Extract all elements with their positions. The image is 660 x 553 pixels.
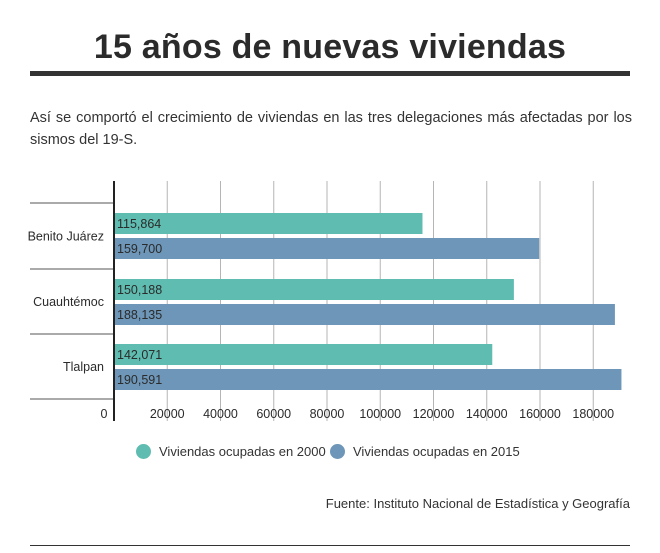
- bar-value-label-2015-0: 159,700: [117, 242, 162, 256]
- legend-swatch-2000: [136, 444, 151, 459]
- chart-subtitle: Así se comportó el crecimiento de vivien…: [30, 110, 632, 148]
- legend-item-2015: Viviendas ocupadas en 2015: [330, 444, 520, 459]
- x-tick-label-80000: 80000: [310, 407, 345, 421]
- bar-value-label-2000-1: 150,188: [117, 283, 162, 297]
- x-tick-label-0: 0: [101, 407, 108, 421]
- x-tick-label-60000: 60000: [256, 407, 291, 421]
- legend-item-2000: Viviendas ocupadas en 2000: [136, 444, 326, 459]
- bar-2000-1: [114, 279, 514, 300]
- category-label-1: Cuauhtémoc: [33, 295, 104, 309]
- bar-value-label-2000-2: 142,071: [117, 348, 162, 362]
- bar-value-label-2000-0: 115,864: [117, 217, 161, 231]
- x-tick-label-160000: 160000: [519, 407, 561, 421]
- legend-label-2015: Viviendas ocupadas en 2015: [353, 444, 520, 459]
- bar-2015-0: [114, 238, 540, 259]
- x-tick-label-140000: 140000: [466, 407, 508, 421]
- x-tick-label-180000: 180000: [572, 407, 614, 421]
- category-label-2: Tlalpan: [63, 360, 104, 374]
- category-label-0: Benito Juárez: [28, 230, 104, 244]
- bar-chart: 115,864 159,700 Benito Juárez 150,188 188,13…: [28, 181, 622, 421]
- x-tick-label-40000: 40000: [203, 407, 238, 421]
- legend-swatch-2015: [330, 444, 345, 459]
- bar-2000-2: [114, 344, 493, 365]
- bar-2015-2: [114, 369, 622, 390]
- bottom-divider: [30, 545, 630, 546]
- bar-value-label-2015-1: 188,135: [117, 308, 162, 322]
- bar-value-label-2015-2: 190,591: [117, 373, 162, 387]
- chart-title: 15 años de nuevas viviendas: [93, 28, 567, 66]
- bar-2015-1: [114, 304, 615, 325]
- x-tick-label-100000: 100000: [359, 407, 401, 421]
- chart-legend: Viviendas ocupadas en 2000 Viviendas ocu…: [0, 444, 660, 466]
- x-tick-label-20000: 20000: [150, 407, 185, 421]
- legend-label-2000: Viviendas ocupadas en 2000: [159, 444, 326, 459]
- x-tick-label-120000: 120000: [413, 407, 455, 421]
- source-note: Fuente: Instituto Nacional de Estadístic…: [325, 496, 630, 511]
- title-divider: [30, 71, 630, 76]
- bar-2000-0: [114, 213, 423, 234]
